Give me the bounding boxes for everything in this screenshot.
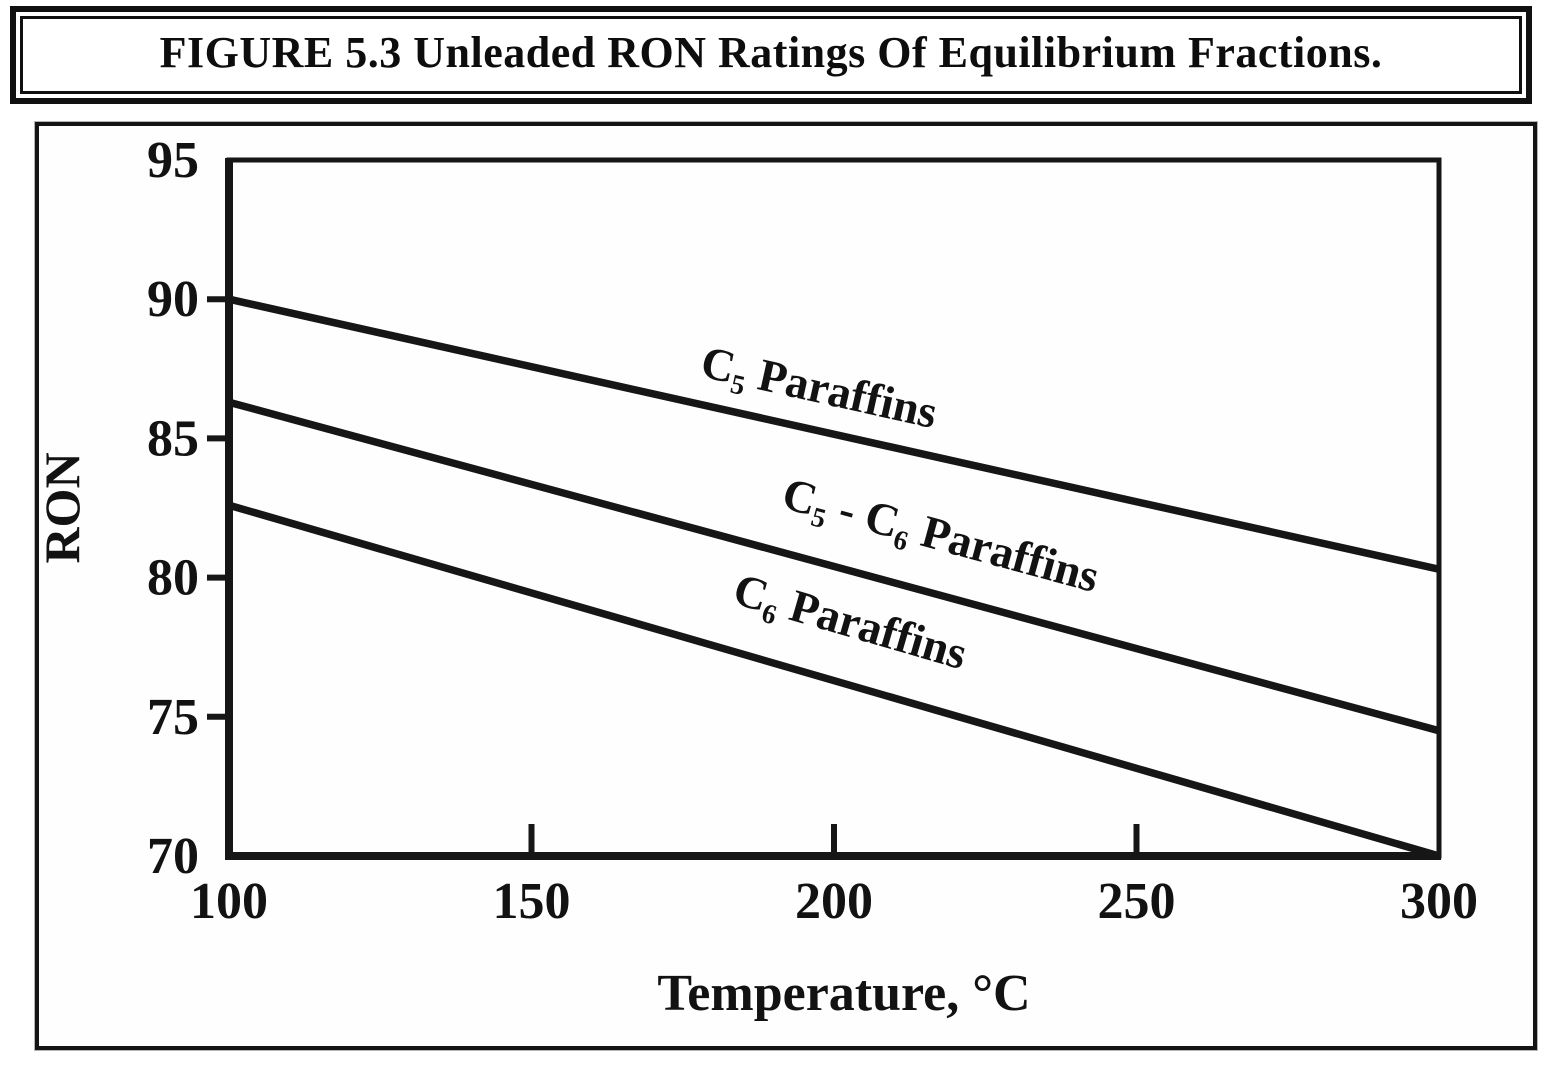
x-tick-label-250: 250	[1098, 873, 1176, 930]
x-axis-title: Temperature, °C	[657, 965, 1030, 1022]
series-label-0: C₅ Paraffins	[697, 336, 942, 438]
x-tick-label-200: 200	[795, 873, 873, 930]
chart-frame: 100 150 200 250 300 70 75 80 85 90 95 RON Temperatur…	[35, 122, 1537, 1051]
x-tick-label-150: 150	[493, 873, 571, 930]
y-tick-label-95: 95	[147, 132, 199, 189]
series-line-0	[228, 295, 1440, 574]
figure-title-inner: FIGURE 5.3 Unleaded RON Ratings Of Equil…	[20, 16, 1522, 95]
figure-title: FIGURE 5.3 Unleaded RON Ratings Of Equil…	[159, 28, 1383, 77]
x-tick-label-100: 100	[190, 873, 268, 930]
y-tick-label-70: 70	[147, 828, 199, 885]
series-line-2	[227, 502, 1441, 860]
y-axis-title: RON	[39, 453, 90, 564]
y-tick-label-80: 80	[147, 550, 199, 607]
ron-vs-temperature-chart: 100 150 200 250 300 70 75 80 85 90 95 RON Temperatur…	[39, 132, 1478, 1022]
y-tick-label-75: 75	[147, 689, 199, 746]
y-tick-label-90: 90	[147, 272, 199, 329]
y-tick-label-85: 85	[147, 411, 199, 468]
series-line-1	[228, 398, 1440, 735]
x-tick-label-300: 300	[1400, 873, 1478, 930]
figure-title-box: FIGURE 5.3 Unleaded RON Ratings Of Equil…	[10, 6, 1532, 105]
series-label-1: C₅ - C₆ Paraffins	[777, 468, 1104, 602]
